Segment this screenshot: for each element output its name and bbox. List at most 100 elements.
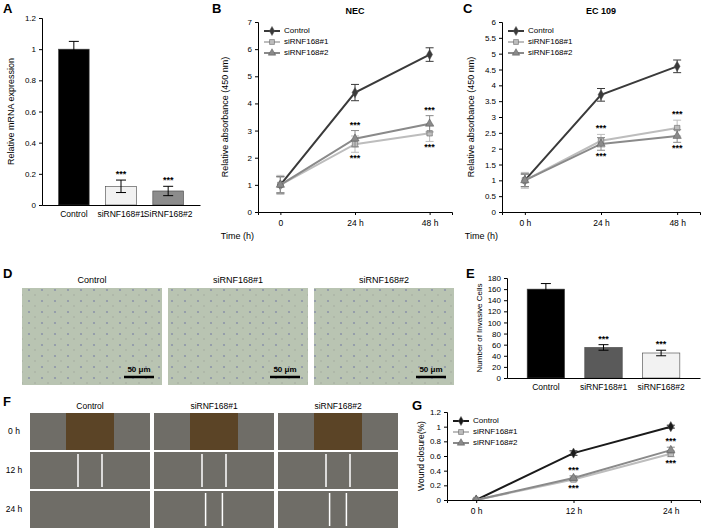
marker bbox=[472, 495, 480, 500]
y-tick-label: 0.6 bbox=[430, 452, 442, 461]
y-tick: 40 bbox=[492, 352, 507, 361]
error-bar bbox=[599, 345, 609, 351]
y-tick-mark bbox=[499, 22, 502, 23]
bar bbox=[527, 289, 564, 378]
x-tick: siRNF168#2 bbox=[637, 378, 685, 392]
y-tick-mark bbox=[499, 38, 502, 39]
y-tick-label: 1 bbox=[32, 45, 37, 54]
x-axis-line bbox=[503, 213, 701, 216]
y-axis-title: Wound closure(%) bbox=[416, 421, 426, 491]
y-tick-label: 7 bbox=[248, 18, 253, 27]
figure: A00.20.40.60.811.2Relative mRNA expressi… bbox=[0, 0, 709, 530]
y-tick: 1 bbox=[437, 423, 447, 432]
y-tick-mark bbox=[504, 311, 507, 312]
y-tick: 1 bbox=[248, 181, 258, 190]
y-tick-mark bbox=[444, 456, 447, 457]
x-tick: 0 bbox=[279, 212, 284, 228]
legend-marker bbox=[514, 40, 519, 45]
wound-image bbox=[30, 452, 150, 489]
significance: *** bbox=[163, 175, 174, 185]
y-tick: 0.6 bbox=[430, 452, 447, 461]
y-tick-label: 6 bbox=[492, 18, 497, 27]
marker bbox=[351, 134, 359, 141]
wound-edge bbox=[225, 454, 227, 487]
y-tick-mark bbox=[504, 300, 507, 301]
wound-edge bbox=[222, 493, 224, 526]
significance: *** bbox=[350, 120, 361, 130]
panel-F: FControlsiRNF168#1siRNF168#20 h12 h24 h bbox=[3, 394, 398, 528]
y-tick: 140 bbox=[488, 296, 507, 305]
wound-edge bbox=[205, 493, 207, 526]
panel-D: DControl50 μmsiRNF168#150 μmsiRNF168#250… bbox=[3, 266, 454, 385]
y-tick-mark bbox=[39, 205, 42, 206]
y-tick-label: 4.5 bbox=[485, 66, 497, 75]
marker bbox=[276, 180, 284, 187]
y-tick: 60 bbox=[492, 341, 507, 350]
y-tick: 5.5 bbox=[485, 34, 502, 43]
y-tick: 3 bbox=[248, 127, 258, 136]
y-tick-label: 60 bbox=[492, 341, 501, 350]
legend-marker bbox=[458, 416, 463, 425]
y-tick-mark bbox=[504, 289, 507, 290]
x-axis-line bbox=[43, 205, 201, 206]
x-tick: 24 h bbox=[347, 212, 364, 228]
legend-label: siRNF168#2 bbox=[284, 48, 329, 57]
y-axis: 00.511.522.533.544.555.56 bbox=[485, 18, 503, 217]
significance: *** bbox=[568, 483, 579, 493]
panel-label: C bbox=[463, 1, 473, 16]
y-tick-mark bbox=[499, 101, 502, 102]
error-bar bbox=[276, 175, 284, 194]
y-tick: 1 bbox=[32, 45, 42, 54]
image-caption: Control bbox=[76, 401, 104, 411]
y-tick-mark bbox=[504, 378, 507, 379]
y-tick-label: 0.6 bbox=[25, 108, 37, 117]
x-axis-line bbox=[508, 378, 701, 379]
wound-image bbox=[30, 491, 150, 528]
x-tick-label: 24 h bbox=[663, 506, 680, 516]
y-tick-mark bbox=[499, 180, 502, 181]
image-caption: siRNF168#2 bbox=[314, 401, 362, 411]
micrograph bbox=[168, 288, 308, 385]
x-axis-title: Time (h) bbox=[221, 231, 254, 241]
x-axis-line bbox=[259, 213, 453, 216]
legend-marker bbox=[270, 40, 275, 45]
wound-gap bbox=[314, 413, 362, 450]
y-tick-label: 20 bbox=[492, 363, 501, 372]
marker bbox=[571, 448, 577, 458]
y-tick-mark bbox=[255, 49, 258, 50]
micrograph bbox=[22, 288, 162, 385]
y-axis: 00.20.40.60.811.2 bbox=[430, 408, 448, 505]
scale-bar bbox=[270, 376, 300, 379]
y-tick: 0.5 bbox=[485, 192, 502, 201]
marker bbox=[598, 90, 604, 100]
y-axis-title: Number of Invasive Cells bbox=[475, 284, 484, 373]
y-tick-mark bbox=[255, 131, 258, 132]
y-tick-mark bbox=[444, 471, 447, 472]
y-tick-mark bbox=[255, 212, 258, 213]
y-tick-mark bbox=[255, 103, 258, 104]
y-tick-mark bbox=[255, 22, 258, 23]
micrograph bbox=[314, 288, 454, 385]
scale-bar bbox=[416, 376, 446, 379]
legend: ControlsiRNF168#1siRNF168#2 bbox=[264, 26, 329, 57]
x-tick-mark bbox=[430, 212, 431, 215]
wound-gap bbox=[66, 413, 114, 450]
x-tick-label: 0 h bbox=[519, 218, 531, 228]
x-tick: 0 h bbox=[519, 212, 531, 228]
y-tick-mark bbox=[444, 500, 447, 501]
series-line bbox=[525, 136, 677, 180]
x-axis-line bbox=[448, 501, 701, 504]
y-axis-line bbox=[444, 413, 448, 501]
wound-edge bbox=[77, 454, 79, 487]
y-tick-label: 1.5 bbox=[485, 161, 497, 170]
panel-label: B bbox=[212, 1, 221, 16]
legend-marker bbox=[457, 439, 464, 445]
wound-image bbox=[278, 491, 398, 528]
series-line bbox=[525, 66, 677, 180]
y-tick-mark bbox=[499, 70, 502, 71]
row-label: 24 h bbox=[6, 504, 23, 514]
y-tick-label: 160 bbox=[488, 285, 502, 294]
image-caption: siRNF168#1 bbox=[190, 401, 238, 411]
y-tick-label: 1 bbox=[492, 176, 497, 185]
error-bar bbox=[521, 172, 529, 188]
